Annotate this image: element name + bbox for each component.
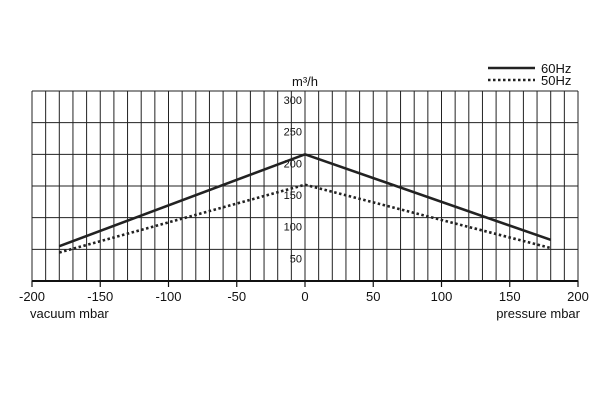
legend-label-50Hz: 50Hz: [541, 73, 571, 88]
x-tick-label: -50: [227, 289, 246, 304]
y-tick-label: 250: [284, 127, 302, 139]
grid: [31, 90, 579, 282]
x-tick-label: 100: [431, 289, 453, 304]
x-tick-label: 50: [366, 289, 380, 304]
x-tick-label: -200: [19, 289, 45, 304]
labels-layer: m³/h vacuum mbar pressure mbar: [30, 74, 581, 321]
x-tick-label: 200: [567, 289, 589, 304]
y-tick-label: 300: [284, 95, 302, 107]
x-tick-label: -150: [87, 289, 113, 304]
x-tick-label: 150: [499, 289, 521, 304]
y-tick-label: 100: [284, 222, 302, 234]
axes: -200 -150 -100 -50 0 50 100 150 2005010015020025…: [19, 95, 589, 304]
y-tick-label: 150: [284, 190, 302, 202]
legend-label-60Hz: 60Hz: [541, 61, 571, 76]
x-tick-label: 0: [301, 289, 308, 304]
x-label-right: pressure mbar: [496, 306, 580, 321]
y-unit-label: m³/h: [292, 74, 318, 89]
y-tick-label: 50: [290, 253, 302, 265]
series-layer: [58, 152, 552, 254]
series-line-60Hz: [58, 152, 552, 248]
x-tick-label: -100: [155, 289, 181, 304]
x-label-left: vacuum mbar: [30, 306, 109, 321]
